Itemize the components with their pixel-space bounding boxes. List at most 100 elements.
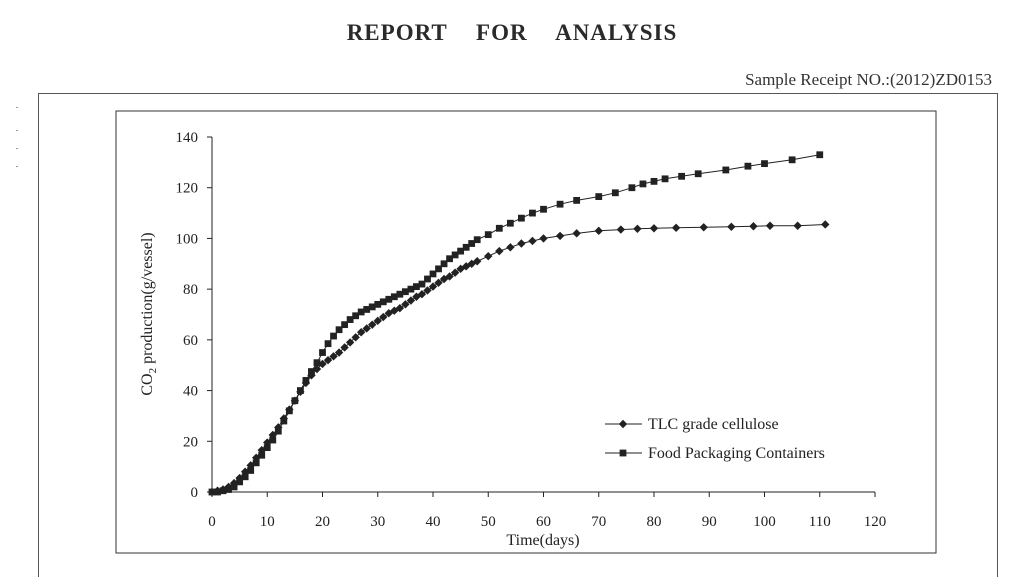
data-point-tlc-grade-cellulose bbox=[484, 251, 493, 261]
series-food-packaging-containers bbox=[208, 151, 824, 496]
data-point-food-packaging-containers bbox=[761, 160, 768, 168]
data-point-tlc-grade-cellulose bbox=[356, 328, 366, 337]
data-point-food-packaging-containers bbox=[291, 397, 299, 405]
data-point-food-packaging-containers bbox=[462, 243, 470, 251]
data-point-food-packaging-containers bbox=[214, 488, 221, 496]
x-tick-label: 110 bbox=[809, 514, 831, 530]
data-point-tlc-grade-cellulose bbox=[473, 257, 482, 266]
x-tick-label: 10 bbox=[260, 514, 275, 530]
data-point-food-packaging-containers bbox=[346, 316, 354, 323]
data-point-food-packaging-containers bbox=[280, 417, 288, 425]
data-point-tlc-grade-cellulose bbox=[572, 229, 581, 238]
x-axis-title: Time(days) bbox=[506, 532, 579, 549]
data-point-tlc-grade-cellulose bbox=[727, 222, 736, 231]
data-point-food-packaging-containers bbox=[722, 166, 730, 174]
x-tick-label: 40 bbox=[426, 514, 441, 530]
data-point-food-packaging-containers bbox=[628, 184, 636, 192]
data-point-food-packaging-containers bbox=[219, 487, 227, 495]
data-point-food-packaging-containers bbox=[650, 177, 658, 185]
data-point-food-packaging-containers bbox=[744, 162, 752, 170]
data-point-food-packaging-containers bbox=[413, 283, 420, 291]
data-point-food-packaging-containers bbox=[451, 251, 459, 259]
y-tick-label: 40 bbox=[183, 384, 198, 400]
report-title: REPORT FOR ANALYSIS bbox=[346, 20, 678, 45]
data-point-food-packaging-containers bbox=[335, 326, 343, 334]
series-line-food-packaging-containers bbox=[212, 154, 820, 493]
data-point-food-packaging-containers bbox=[429, 270, 437, 278]
data-point-food-packaging-containers bbox=[241, 473, 249, 481]
data-point-tlc-grade-cellulose bbox=[345, 338, 355, 347]
scan-artifact bbox=[16, 148, 18, 149]
data-point-tlc-grade-cellulose bbox=[594, 226, 603, 236]
data-point-food-packaging-containers bbox=[424, 275, 431, 283]
data-point-food-packaging-containers bbox=[401, 288, 409, 296]
data-point-tlc-grade-cellulose bbox=[539, 234, 548, 243]
x-tick-label: 100 bbox=[753, 514, 776, 530]
data-point-tlc-grade-cellulose bbox=[417, 290, 427, 299]
data-point-food-packaging-containers bbox=[418, 280, 426, 288]
data-point-tlc-grade-cellulose bbox=[765, 221, 775, 230]
legend-marker-tlc-grade-cellulose bbox=[618, 419, 628, 429]
data-point-food-packaging-containers bbox=[274, 427, 282, 435]
data-point-food-packaging-containers bbox=[390, 293, 398, 301]
data-point-food-packaging-containers bbox=[302, 377, 310, 384]
data-point-food-packaging-containers bbox=[225, 486, 232, 493]
data-point-tlc-grade-cellulose bbox=[340, 343, 349, 352]
data-point-food-packaging-containers bbox=[816, 151, 824, 159]
data-point-tlc-grade-cellulose bbox=[517, 239, 526, 248]
outer-frame-right-border bbox=[997, 93, 998, 577]
data-point-tlc-grade-cellulose bbox=[351, 333, 360, 342]
y-tick-label: 80 bbox=[183, 282, 198, 298]
data-point-tlc-grade-cellulose bbox=[793, 221, 802, 230]
data-point-food-packaging-containers bbox=[639, 180, 647, 188]
data-point-tlc-grade-cellulose bbox=[528, 236, 537, 246]
data-point-tlc-grade-cellulose bbox=[434, 278, 443, 288]
y-tick-label: 60 bbox=[183, 333, 198, 349]
data-point-food-packaging-containers bbox=[330, 332, 337, 340]
data-point-tlc-grade-cellulose bbox=[821, 220, 830, 229]
data-point-tlc-grade-cellulose bbox=[555, 231, 565, 241]
chart-frame bbox=[115, 110, 937, 554]
y-tick-label: 0 bbox=[191, 485, 199, 501]
data-point-tlc-grade-cellulose bbox=[318, 359, 327, 369]
data-point-food-packaging-containers bbox=[363, 306, 371, 313]
x-tick-label: 60 bbox=[536, 514, 551, 530]
legend-marker-food-packaging-containers bbox=[619, 449, 627, 457]
data-point-tlc-grade-cellulose bbox=[323, 355, 333, 365]
data-point-food-packaging-containers bbox=[230, 483, 238, 491]
legend-label-tlc-grade-cellulose: TLC grade cellulose bbox=[648, 416, 779, 433]
data-point-food-packaging-containers bbox=[573, 196, 581, 204]
data-point-food-packaging-containers bbox=[208, 488, 216, 496]
data-point-food-packaging-containers bbox=[446, 255, 453, 263]
x-tick-label: 120 bbox=[864, 514, 887, 530]
data-point-tlc-grade-cellulose bbox=[495, 246, 504, 256]
data-point-tlc-grade-cellulose bbox=[450, 268, 460, 277]
y-tick-label: 20 bbox=[183, 434, 198, 450]
x-tick-label: 90 bbox=[702, 514, 717, 530]
data-point-tlc-grade-cellulose bbox=[373, 316, 382, 326]
legend: TLC grade cellulose Food Packaging Contai… bbox=[605, 416, 825, 462]
data-point-food-packaging-containers bbox=[540, 205, 547, 213]
data-point-food-packaging-containers bbox=[313, 359, 321, 367]
data-point-tlc-grade-cellulose bbox=[362, 324, 371, 333]
x-tick-label: 20 bbox=[315, 514, 330, 530]
scan-artifact bbox=[16, 130, 18, 131]
y-axis-title: CO2 production(g/vessel) bbox=[139, 232, 159, 395]
data-point-food-packaging-containers bbox=[308, 368, 315, 375]
data-point-food-packaging-containers bbox=[352, 312, 360, 320]
data-point-food-packaging-containers bbox=[435, 265, 442, 273]
data-point-food-packaging-containers bbox=[374, 300, 382, 308]
y-tick-label: 100 bbox=[176, 231, 199, 247]
data-point-food-packaging-containers bbox=[468, 240, 476, 247]
data-point-food-packaging-containers bbox=[678, 172, 686, 180]
data-point-food-packaging-containers bbox=[319, 349, 326, 356]
data-point-food-packaging-containers bbox=[611, 189, 619, 197]
data-point-tlc-grade-cellulose bbox=[379, 312, 388, 322]
x-tick-label: 30 bbox=[370, 514, 385, 530]
outer-frame-top-border bbox=[38, 93, 998, 94]
outer-frame-left-border bbox=[38, 93, 39, 577]
data-point-tlc-grade-cellulose bbox=[749, 222, 758, 231]
data-point-tlc-grade-cellulose bbox=[649, 224, 659, 233]
data-point-food-packaging-containers bbox=[379, 298, 387, 306]
scan-artifact bbox=[16, 166, 18, 167]
